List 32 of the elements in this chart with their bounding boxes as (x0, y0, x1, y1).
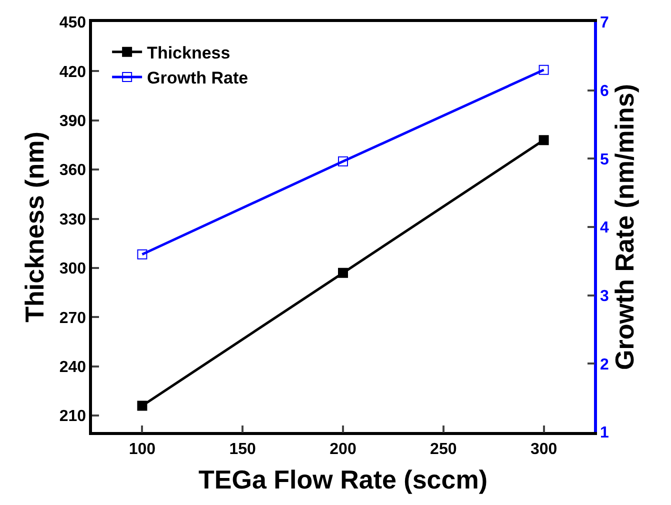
x-tick-label: 200 (330, 440, 356, 458)
point (338, 156, 348, 166)
y2-tick-label: 1 (600, 424, 609, 442)
y-tick-label: 360 (59, 162, 86, 180)
y-tick-label: 390 (59, 113, 86, 130)
point (538, 64, 549, 75)
y-tick-label: 330 (59, 211, 86, 228)
point (137, 249, 148, 260)
y-tick-label: 240 (59, 359, 86, 376)
x-tick-label: 300 (530, 440, 558, 458)
y2-tick-label: 6 (600, 82, 609, 100)
y-tick-label: 420 (59, 64, 86, 81)
y-tick-label: 450 (59, 14, 86, 32)
x-axis-title: TEGa Flow Rate (sccm) (198, 464, 488, 495)
y-tick-label: 270 (59, 310, 86, 327)
y2-tick-label: 5 (600, 151, 609, 168)
legend-label: Growth Rate (147, 68, 248, 88)
y2-tick-label: 7 (600, 14, 609, 32)
x-tick-label: 150 (229, 440, 256, 458)
y2-axis-title: Growth Rate (nm/mins) (610, 84, 640, 370)
y2-tick-label: 4 (600, 220, 609, 237)
y-tick-label: 300 (59, 260, 86, 278)
y-axis-title: Thickness (nm) (20, 132, 50, 322)
y2-tick-label: 3 (600, 288, 609, 305)
y2-tick-label: 2 (600, 356, 609, 374)
y-tick-label: 210 (59, 408, 86, 426)
x-tick-label: 250 (430, 440, 457, 458)
x-tick-label: 100 (128, 440, 156, 458)
legend-label: Thickness (147, 43, 230, 62)
point (538, 135, 549, 146)
point (137, 400, 148, 411)
point (338, 268, 348, 278)
